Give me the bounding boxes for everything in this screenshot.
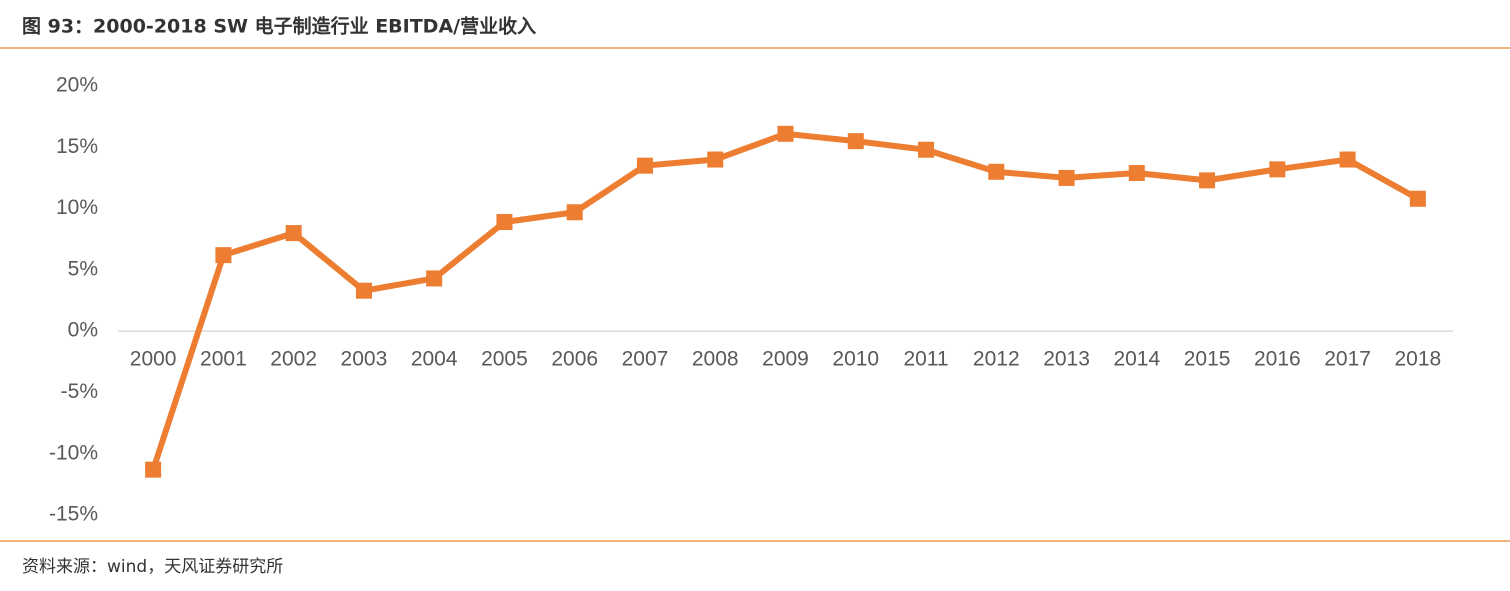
- x-tick-label: 2000: [130, 348, 177, 371]
- marker: [1128, 165, 1145, 182]
- y-tick-label: 0%: [68, 319, 98, 342]
- x-tick-label: 2012: [973, 348, 1020, 371]
- x-tick-label: 2006: [551, 348, 598, 371]
- marker: [988, 163, 1005, 180]
- marker: [566, 204, 583, 221]
- x-tick-label: 2005: [481, 348, 528, 371]
- y-tick-label: -5%: [61, 380, 98, 403]
- x-tick-label: 2015: [1184, 348, 1231, 371]
- marker: [636, 157, 653, 174]
- marker: [1269, 161, 1286, 178]
- x-tick-label: 2014: [1113, 348, 1160, 371]
- x-tick-label: 2018: [1395, 348, 1442, 371]
- marker: [145, 461, 162, 478]
- marker: [1199, 172, 1216, 189]
- y-tick-label: 20%: [56, 74, 98, 97]
- x-tick-label: 2017: [1324, 348, 1371, 371]
- x-tick-label: 2004: [411, 348, 458, 371]
- marker: [496, 214, 513, 231]
- x-tick-label: 2010: [832, 348, 879, 371]
- marker: [847, 133, 864, 150]
- marker: [1058, 169, 1075, 186]
- marker: [918, 141, 935, 158]
- line: [150, 130, 1420, 471]
- x-tick-label: 2001: [200, 348, 247, 371]
- marker: [707, 151, 724, 168]
- marker: [285, 225, 302, 242]
- marker: [215, 247, 232, 264]
- marker: [426, 270, 443, 287]
- marker: [1339, 151, 1356, 168]
- y-tick-label: 10%: [56, 196, 98, 219]
- source: 资料来源：wind，天风证券研究所: [22, 557, 283, 577]
- x-tick-label: 2008: [692, 348, 739, 371]
- x-tick-label: 2016: [1254, 348, 1301, 371]
- y-tick-label: 15%: [56, 135, 98, 158]
- marker: [777, 125, 794, 142]
- y-tick-label: -10%: [49, 441, 98, 464]
- marker: [355, 282, 372, 299]
- marker: [1409, 190, 1426, 207]
- x-tick-label: 2002: [270, 348, 317, 371]
- x-tick-label: 2009: [762, 348, 809, 371]
- chart-title: 图 93：2000-2018 SW 电子制造行业 EBITDA/营业收入: [22, 15, 536, 38]
- x-tick-label: 2011: [903, 348, 948, 371]
- x-tick-label: 2003: [341, 348, 388, 371]
- x-tick-label: 2007: [622, 348, 669, 371]
- y-tick-label: -15%: [49, 503, 98, 526]
- x-tick-label: 2013: [1043, 348, 1090, 371]
- y-tick-label: 5%: [68, 257, 98, 280]
